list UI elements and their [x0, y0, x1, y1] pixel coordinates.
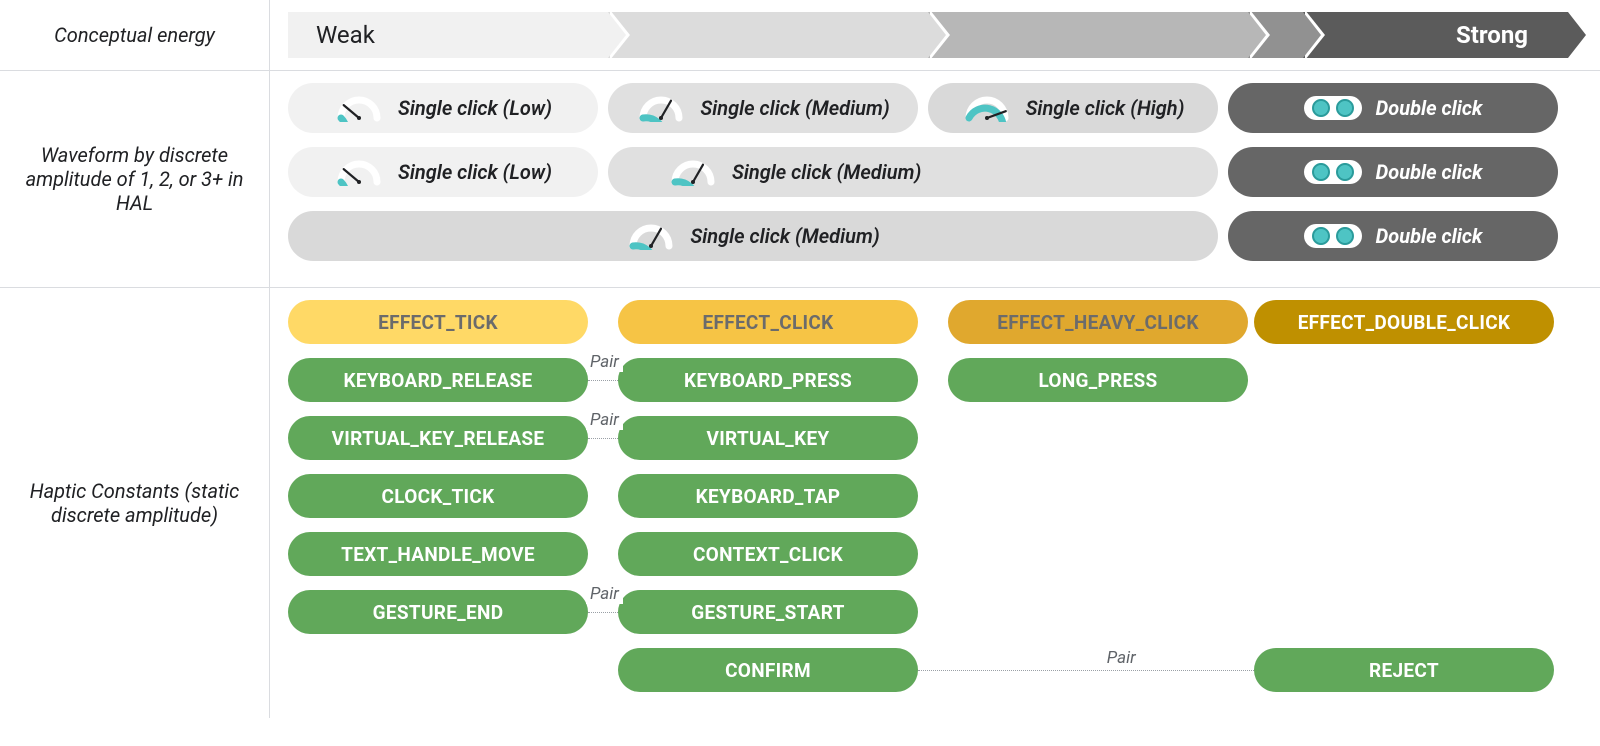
waveform-single-click-pill: Single click (High) [928, 83, 1218, 133]
haptic-constant-chip: TEXT_HANDLE_MOVE [288, 532, 588, 576]
pair-label: Pair [586, 410, 623, 430]
double-dots-icon [1304, 160, 1362, 184]
gauge-icon [668, 158, 718, 186]
waveform-double-click-pill: Double click [1228, 83, 1558, 133]
constants-grid: EFFECT_TICK EFFECT_CLICK EFFECT_HEAVY_CLIC… [288, 300, 1568, 706]
pair-label: Pair [586, 352, 623, 372]
pill-label: Double click [1376, 96, 1483, 120]
pair-connector [588, 438, 618, 439]
arrow-segment [928, 12, 1248, 58]
waveform-double-click-pill: Double click [1228, 211, 1558, 261]
row-label-energy: Conceptual energy [0, 0, 270, 71]
arrow-segment: Weak [288, 12, 608, 58]
gauge-icon [626, 222, 676, 250]
haptic-constant-chip: KEYBOARD_PRESS [618, 358, 918, 402]
pill-label: Double click [1376, 160, 1483, 184]
pair-connector [588, 380, 618, 381]
waveform-row: Single click (Medium) Double click [288, 211, 1586, 261]
gauge-icon [962, 94, 1012, 122]
pair-connector [918, 670, 1254, 671]
waveform-label: Waveform by discrete amplitude of 1, 2, … [20, 143, 249, 215]
arrow-weak-label: Weak [316, 21, 375, 49]
haptic-constant-chip: VIRTUAL_KEY [618, 416, 918, 460]
gauge-icon [636, 94, 686, 122]
pair-label: Pair [1103, 648, 1140, 668]
pill-label: Single click (Low) [398, 96, 552, 120]
double-dots-icon [1304, 96, 1362, 120]
constants-label: Haptic Constants (static discrete amplit… [20, 479, 249, 527]
haptic-constant-chip: KEYBOARD_RELEASE [288, 358, 588, 402]
waveform-row: Single click (Low) Single click (Medium)… [288, 83, 1586, 133]
pill-label: Single click (Low) [398, 160, 552, 184]
haptic-constant-chip: CLOCK_TICK [288, 474, 588, 518]
waveform-single-click-pill: Single click (Medium) [288, 211, 1218, 261]
arrow-segment [608, 12, 928, 58]
waveform-single-click-pill: Single click (Medium) [608, 147, 1218, 197]
pill-label: Single click (Medium) [732, 160, 921, 184]
constants-container: EFFECT_TICK EFFECT_CLICK EFFECT_HEAVY_CLIC… [270, 288, 1600, 718]
row-label-constants: Haptic Constants (static discrete amplit… [0, 288, 270, 718]
row-label-waveform: Waveform by discrete amplitude of 1, 2, … [0, 71, 270, 288]
haptic-constant-chip: REJECT [1254, 648, 1554, 692]
arrow-strong-label: Strong [1456, 21, 1528, 49]
pair-label: Pair [586, 584, 623, 604]
haptic-constant-chip: VIRTUAL_KEY_RELEASE [288, 416, 588, 460]
energy-arrow: Weak Strong [288, 12, 1586, 58]
haptic-constant-chip: CONTEXT_CLICK [618, 532, 918, 576]
energy-arrow-container: Weak Strong [270, 0, 1600, 71]
waveform-row: Single click (Low) Single click (Medium)… [288, 147, 1586, 197]
haptic-constant-chip: CONFIRM [618, 648, 918, 692]
pill-label: Single click (Medium) [690, 224, 879, 248]
pair-connector [588, 612, 618, 613]
haptic-constant-chip: KEYBOARD_TAP [618, 474, 918, 518]
gauge-icon [334, 94, 384, 122]
pill-label: Double click [1376, 224, 1483, 248]
waveform-single-click-pill: Single click (Low) [288, 147, 598, 197]
haptic-constant-chip: GESTURE_END [288, 590, 588, 634]
waveform-single-click-pill: Single click (Low) [288, 83, 598, 133]
effect-chip: EFFECT_DOUBLE_CLICK [1254, 300, 1554, 344]
effect-chip: EFFECT_TICK [288, 300, 588, 344]
waveform-container: Single click (Low) Single click (Medium)… [270, 71, 1600, 288]
gauge-icon [334, 158, 384, 186]
waveform-double-click-pill: Double click [1228, 147, 1558, 197]
energy-label: Conceptual energy [54, 23, 215, 47]
waveform-single-click-pill: Single click (Medium) [608, 83, 918, 133]
pill-label: Single click (Medium) [700, 96, 889, 120]
pill-label: Single click (High) [1026, 96, 1185, 120]
effect-chip: EFFECT_HEAVY_CLICK [948, 300, 1248, 344]
arrow-segment: Strong [1303, 12, 1568, 58]
effect-chip: EFFECT_CLICK [618, 300, 918, 344]
double-dots-icon [1304, 224, 1362, 248]
haptic-constant-chip: LONG_PRESS [948, 358, 1248, 402]
haptic-constant-chip: GESTURE_START [618, 590, 918, 634]
